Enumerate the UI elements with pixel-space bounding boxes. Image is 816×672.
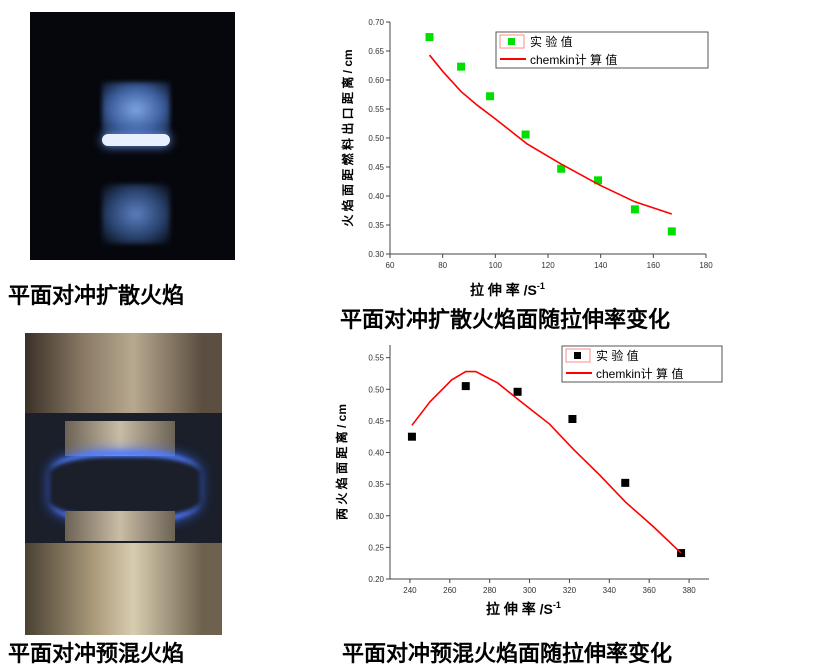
calc-line <box>428 54 673 215</box>
y-tick-label: 0.50 <box>368 134 384 143</box>
legend-label: chemkin计 算 值 <box>530 52 617 67</box>
x-tick-label: 260 <box>443 586 457 595</box>
data-point <box>425 33 434 42</box>
legend-box <box>561 345 723 383</box>
y-tick-label: 0.55 <box>368 354 384 363</box>
legend-label: 实 验 值 <box>596 348 639 363</box>
y-tick-label: 0.40 <box>368 192 384 201</box>
data-point <box>513 387 522 396</box>
y-axis-label: 火 焰 面 距 燃 料 出 口 距 离 / cm <box>340 49 355 226</box>
premixed-flame-photo <box>25 333 222 635</box>
x-tick-label: 120 <box>541 261 555 270</box>
x-tick-label: 340 <box>603 586 617 595</box>
caption-diffusion-chart: 平面对冲扩散火焰面随拉伸率变化 <box>340 307 671 333</box>
y-tick-label: 0.40 <box>368 449 384 458</box>
x-tick-label: 320 <box>563 586 577 595</box>
x-tick-label: 300 <box>523 586 537 595</box>
x-axis-label: 拉 伸 率 /S-1 <box>470 281 545 298</box>
x-tick-label: 100 <box>489 261 503 270</box>
y-tick-label: 0.30 <box>368 250 384 259</box>
caption-diffusion-photo: 平面对冲扩散火焰 <box>8 283 185 309</box>
caption-premixed-photo: 平面对冲预混火焰 <box>8 641 185 667</box>
data-point <box>568 414 577 423</box>
legend-marker-frame <box>565 348 591 363</box>
data-point <box>557 164 566 173</box>
data-point <box>667 227 676 236</box>
x-axis-label: 拉 伸 率 /S-1 <box>486 600 561 617</box>
legend-label: 实 验 值 <box>530 34 573 49</box>
legend-marker <box>574 352 581 359</box>
x-tick-label: 360 <box>643 586 657 595</box>
legend-marker <box>508 38 515 45</box>
x-tick-label: 240 <box>403 586 417 595</box>
data-point <box>621 478 630 487</box>
y-tick-label: 0.65 <box>368 47 384 56</box>
data-point <box>521 130 530 139</box>
y-tick-label: 0.55 <box>368 105 384 114</box>
x-tick-label: 160 <box>647 261 661 270</box>
y-tick-label: 0.35 <box>368 480 384 489</box>
legend-label: chemkin计 算 值 <box>596 366 683 381</box>
x-tick-label: 60 <box>386 261 395 270</box>
data-point <box>407 432 416 441</box>
legend-box <box>495 31 709 69</box>
legend-marker-frame <box>499 34 525 49</box>
data-point <box>457 62 466 71</box>
y-tick-label: 0.30 <box>368 512 384 521</box>
y-axis-label: 两 火 焰 面 距 离 / cm <box>334 404 349 520</box>
data-point <box>594 176 603 185</box>
x-tick-label: 80 <box>438 261 447 270</box>
data-point <box>461 382 470 391</box>
data-point <box>630 205 639 214</box>
y-tick-label: 0.25 <box>368 543 384 552</box>
x-tick-label: 140 <box>594 261 608 270</box>
caption-premixed-chart: 平面对冲预混火焰面随拉伸率变化 <box>342 641 673 667</box>
y-tick-label: 0.45 <box>368 417 384 426</box>
x-tick-label: 380 <box>682 586 696 595</box>
y-tick-label: 0.70 <box>368 18 384 27</box>
data-point <box>486 92 495 101</box>
y-tick-label: 0.60 <box>368 76 384 85</box>
calc-line <box>411 370 682 554</box>
y-tick-label: 0.20 <box>368 575 384 584</box>
x-tick-label: 280 <box>483 586 497 595</box>
x-tick-label: 180 <box>699 261 713 270</box>
diffusion-flame-photo <box>30 12 235 260</box>
y-tick-label: 0.45 <box>368 163 384 172</box>
y-tick-label: 0.35 <box>368 221 384 230</box>
y-tick-label: 0.50 <box>368 385 384 394</box>
